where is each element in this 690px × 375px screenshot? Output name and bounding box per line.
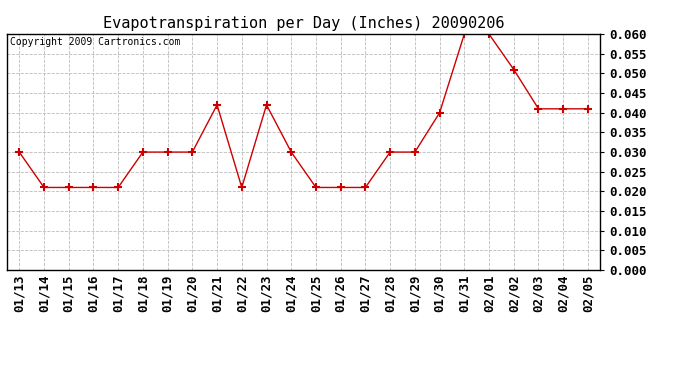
Title: Evapotranspiration per Day (Inches) 20090206: Evapotranspiration per Day (Inches) 2009… <box>103 16 504 31</box>
Text: Copyright 2009 Cartronics.com: Copyright 2009 Cartronics.com <box>10 37 180 47</box>
